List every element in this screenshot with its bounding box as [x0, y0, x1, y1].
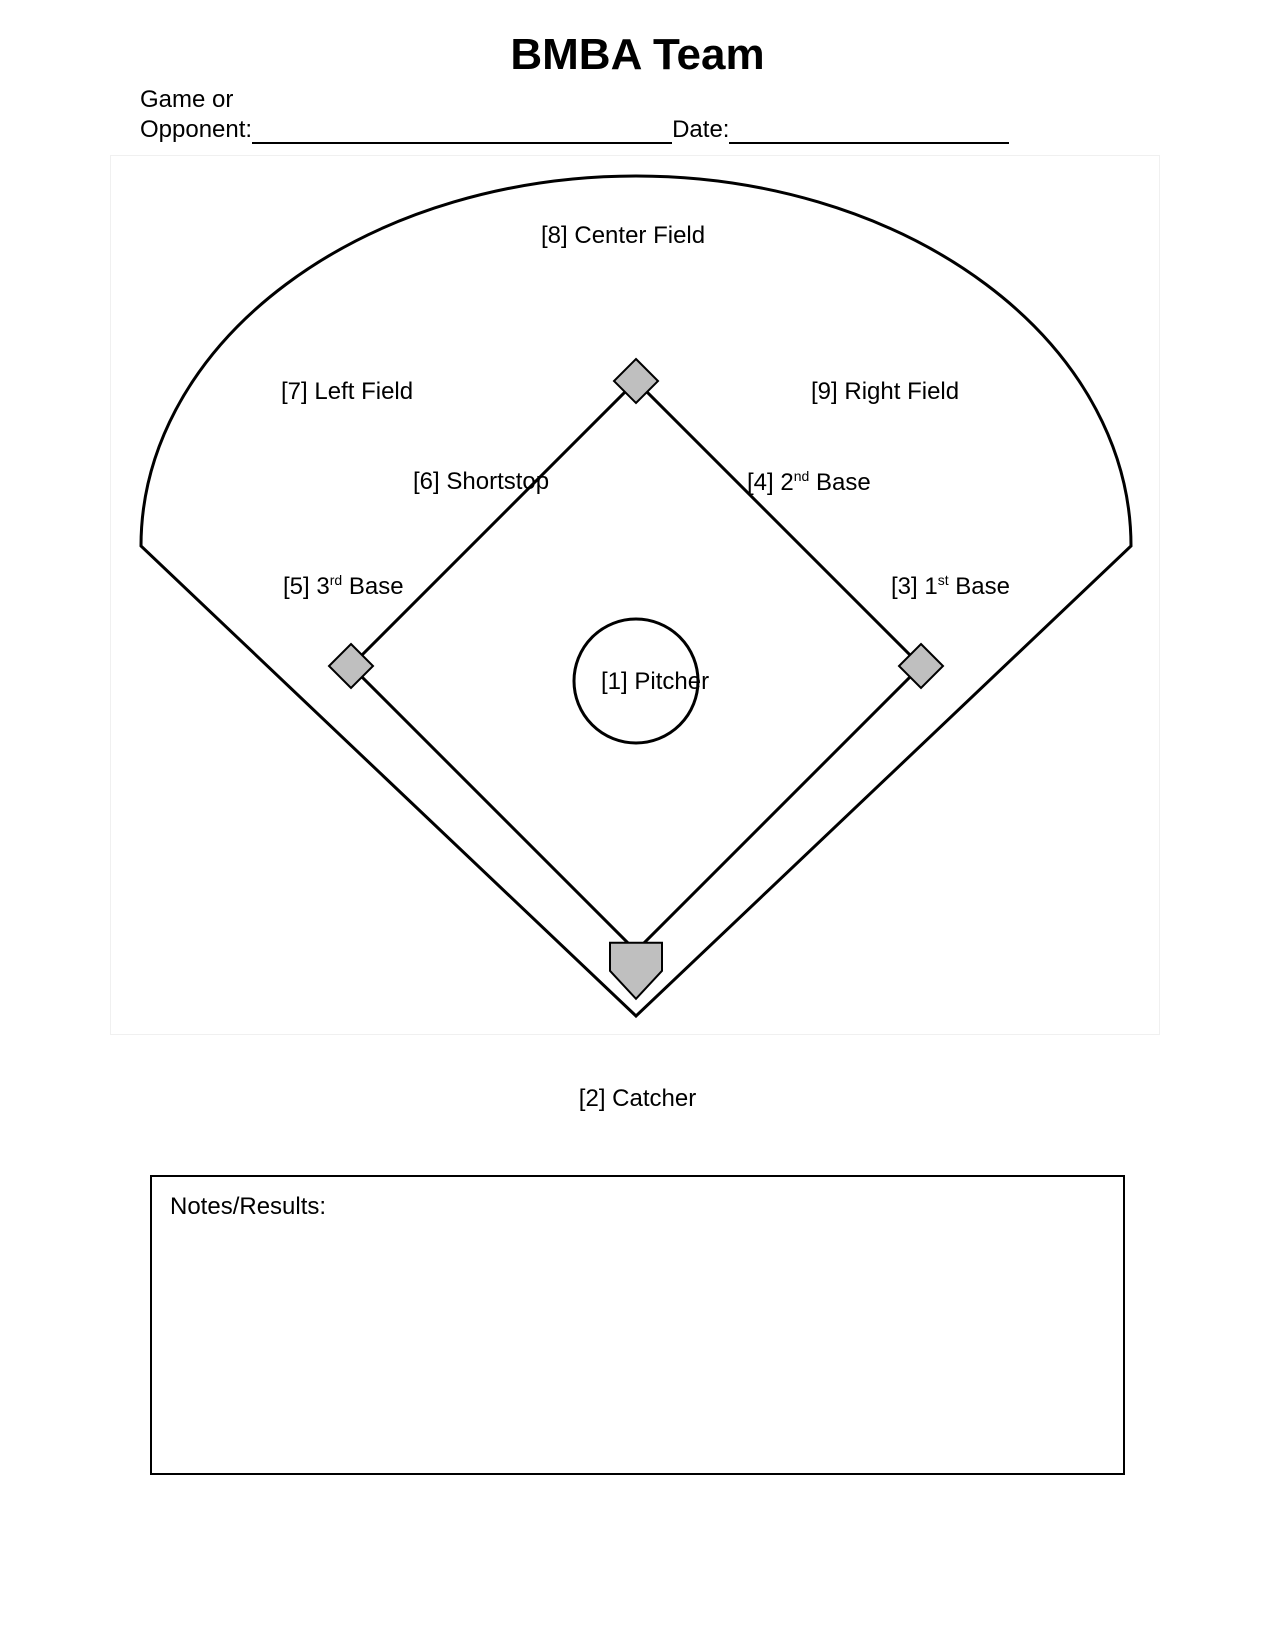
label-second-base: [4] 2nd Base	[747, 468, 871, 497]
opponent-blank[interactable]	[252, 122, 672, 144]
label-right-field: [9] Right Field	[811, 378, 959, 406]
label-first-base: [3] 1st Base	[891, 572, 1010, 601]
label-center-field: [8] Center Field	[541, 222, 705, 250]
label-shortstop: [6] Shortstop	[413, 468, 549, 496]
field-diagram: [8] Center Field [7] Left Field [9] Righ…	[110, 155, 1160, 1035]
label-pitcher: [1] Pitcher	[601, 668, 709, 696]
page-title: BMBA Team	[0, 30, 1275, 80]
label-third-base: [5] 3rd Base	[283, 572, 404, 601]
date-blank[interactable]	[729, 122, 1009, 144]
label-left-field: [7] Left Field	[281, 378, 413, 406]
header-line-1: Game or	[140, 86, 233, 114]
label-catcher: [2] Catcher	[0, 1085, 1275, 1113]
notes-label: Notes/Results:	[170, 1193, 326, 1220]
notes-box[interactable]: Notes/Results:	[150, 1175, 1125, 1475]
date-label: Date:	[672, 116, 729, 143]
opponent-label: Opponent:	[140, 116, 252, 143]
header-line-2: Opponent: Date:	[140, 116, 1009, 144]
